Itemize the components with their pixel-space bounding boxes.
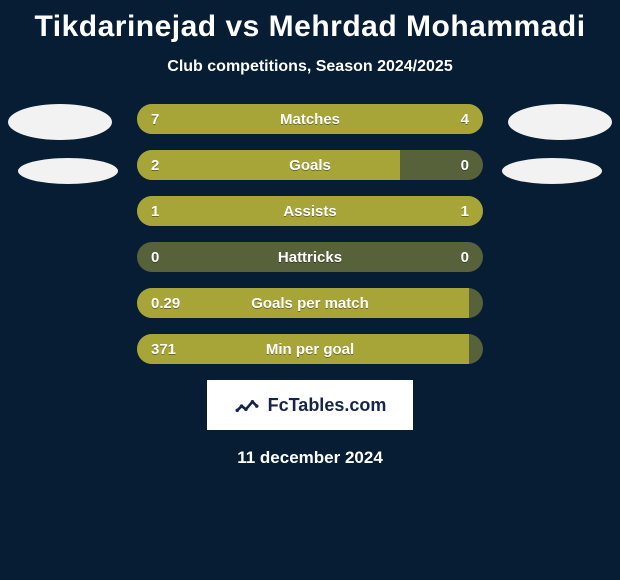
stat-label: Matches [137,104,483,134]
logo-icon [234,392,260,418]
stat-label: Goals per match [137,288,483,318]
stat-label: Goals [137,150,483,180]
player-right-avatar-2 [502,158,602,184]
comparison-card: Tikdarinejad vs Mehrdad Mohammadi Club c… [0,0,620,580]
stat-row: 0.29Goals per match [137,288,483,318]
logo-box: FcTables.com [207,380,413,430]
stat-label: Min per goal [137,334,483,364]
stat-label: Hattricks [137,242,483,272]
stat-row: 11Assists [137,196,483,226]
stat-row: 74Matches [137,104,483,134]
stat-row: 20Goals [137,150,483,180]
stat-label: Assists [137,196,483,226]
page-title: Tikdarinejad vs Mehrdad Mohammadi [0,10,620,44]
stat-row: 371Min per goal [137,334,483,364]
page-subtitle: Club competitions, Season 2024/2025 [0,58,620,76]
stat-row: 00Hattricks [137,242,483,272]
player-right-avatar [508,104,612,140]
logo-text: FcTables.com [268,395,387,416]
stats-area: 74Matches 20Goals 11Assists 00Hattricks 0.29… [0,104,620,468]
footer-date: 11 december 2024 [0,448,620,468]
player-left-avatar-2 [18,158,118,184]
player-left-avatar [8,104,112,140]
